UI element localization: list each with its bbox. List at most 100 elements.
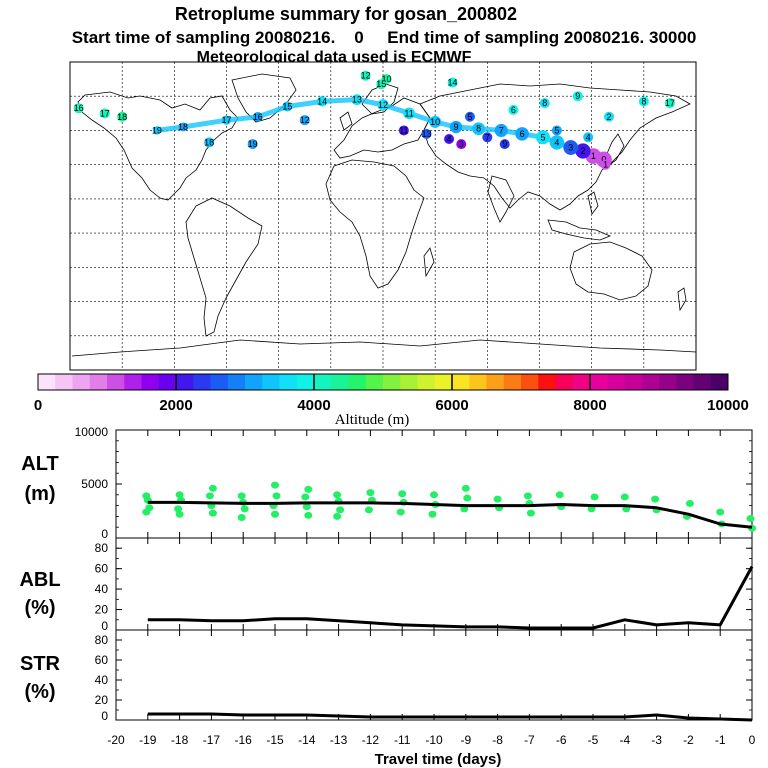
y-tick-label: 0 bbox=[101, 709, 108, 723]
x-tick-label: -10 bbox=[425, 733, 443, 747]
x-tick-label: -12 bbox=[362, 733, 380, 747]
colorbar-cell bbox=[521, 374, 539, 390]
x-tick-label: 0 bbox=[749, 733, 756, 747]
plume-marker bbox=[482, 132, 493, 143]
colorbar-cell bbox=[417, 374, 436, 390]
str-panel: 80 60 40 20 0 STR (%) bbox=[20, 629, 753, 723]
plume-marker bbox=[499, 139, 510, 150]
alt-scatter-point bbox=[237, 513, 246, 521]
alt-scatter-point bbox=[271, 510, 279, 518]
y-axis-label: (%) bbox=[24, 681, 55, 703]
y-tick-label: 60 bbox=[95, 653, 109, 667]
plume-marker-label: 1 bbox=[591, 151, 596, 161]
plume-marker bbox=[221, 115, 232, 125]
coast-south-america bbox=[185, 197, 263, 337]
coast-north-america bbox=[77, 91, 239, 201]
alt-scatter-point bbox=[272, 492, 281, 500]
colorbar-cell bbox=[193, 374, 211, 390]
alt-scatter-point bbox=[523, 492, 532, 500]
y-tick-label: 40 bbox=[95, 582, 109, 596]
x-tick-label: -7 bbox=[524, 733, 535, 747]
plume-marker-label: 2 bbox=[580, 146, 585, 156]
colorbar-cell bbox=[486, 374, 505, 390]
plume-marker-label: 4 bbox=[586, 132, 591, 142]
alt-scatter-point bbox=[240, 505, 249, 513]
y-axis-label: ABL bbox=[19, 569, 60, 591]
plume-marker-label: 8 bbox=[542, 98, 547, 108]
y-axis-label: (%) bbox=[24, 597, 55, 619]
plume-marker bbox=[247, 139, 258, 150]
colorbar-cell bbox=[555, 374, 574, 390]
colorbar-tick-label: 4000 bbox=[297, 397, 330, 414]
plume-marker-label: 7 bbox=[499, 125, 504, 135]
plume-marker bbox=[351, 94, 363, 106]
coast-asia bbox=[419, 83, 691, 211]
alt-scatter-point bbox=[333, 512, 342, 520]
panel-frame bbox=[115, 629, 753, 721]
altitude-colorbar: 0 2000 4000 6000 8000 10000 Altitude (m) bbox=[34, 373, 749, 428]
x-tick-label: -13 bbox=[330, 733, 348, 747]
plume-marker-label: 2 bbox=[607, 112, 612, 122]
alt-scatter-point bbox=[271, 481, 279, 489]
plume-marker-label: 17 bbox=[221, 115, 231, 125]
coast-antarctica bbox=[71, 339, 697, 357]
plume-marker bbox=[429, 115, 442, 128]
colorbar-cell bbox=[245, 374, 263, 390]
plume-marker-label: 6 bbox=[520, 129, 525, 139]
plume-marker bbox=[572, 91, 583, 102]
coast-scandinavia bbox=[361, 83, 399, 115]
plume-marker-label: 3 bbox=[568, 143, 573, 153]
x-tick-label: -2 bbox=[683, 733, 694, 747]
x-tick-label: -18 bbox=[171, 733, 189, 747]
plume-marker bbox=[447, 77, 458, 88]
plume-marker bbox=[472, 122, 486, 136]
x-tick-label: -3 bbox=[651, 733, 662, 747]
plume-marker bbox=[282, 101, 293, 112]
x-axis-label: Travel time (days) bbox=[375, 751, 502, 768]
colorbar-cell bbox=[710, 374, 729, 390]
coast-africa bbox=[325, 159, 425, 289]
plume-marker bbox=[494, 123, 508, 138]
plume-marker bbox=[575, 143, 591, 159]
colorbar-cell bbox=[296, 374, 315, 390]
y-tick-label: 40 bbox=[95, 673, 109, 687]
alt-scatter-point bbox=[716, 508, 725, 516]
alt-scatter-point bbox=[237, 492, 246, 500]
colorbar-cell bbox=[590, 374, 608, 390]
y-tick-label: 0 bbox=[101, 619, 108, 633]
colorbar-tick-label: 2000 bbox=[159, 397, 192, 414]
plume-marker-label: 15 bbox=[282, 101, 292, 111]
alt-scatter-point bbox=[396, 508, 405, 516]
plume-marker bbox=[638, 96, 649, 107]
colorbar-cell bbox=[469, 374, 487, 390]
sampling-time-line: Start time of sampling 20080216. 0 End t… bbox=[72, 28, 697, 47]
colorbar-cell bbox=[365, 374, 384, 390]
colorbar-cell bbox=[158, 374, 177, 390]
plume-marker bbox=[456, 139, 467, 150]
plume-marker-label: 11 bbox=[404, 108, 413, 118]
x-tick-label: -19 bbox=[139, 733, 157, 747]
coast-new-zealand bbox=[677, 287, 687, 312]
plume-marker bbox=[539, 98, 550, 109]
colorbar-cell bbox=[383, 374, 401, 390]
y-tick-label: 0 bbox=[101, 527, 108, 541]
y-tick-label: 60 bbox=[95, 562, 109, 576]
x-tick-label: -4 bbox=[619, 733, 630, 747]
x-tick-label: -16 bbox=[235, 733, 253, 747]
plume-marker-label: 16 bbox=[74, 103, 84, 113]
plume-marker-label: 1 bbox=[603, 160, 608, 170]
alt-panel: 10000 5000 0 ALT (m) bbox=[21, 425, 756, 541]
chart-title: Retroplume summary for gosan_200802 bbox=[175, 4, 517, 24]
alt-scatter-point bbox=[336, 506, 345, 514]
colorbar-cell bbox=[141, 374, 160, 390]
alt-scatter-point bbox=[526, 509, 535, 517]
y-axis-label: STR bbox=[20, 653, 61, 675]
x-tick-label: -11 bbox=[394, 733, 411, 747]
colorbar-cell bbox=[641, 374, 660, 390]
alt-scatter-point bbox=[205, 492, 214, 500]
plume-marker-label: 9 bbox=[575, 91, 580, 101]
abl-panel: 80 60 40 20 0 ABL (%) bbox=[19, 537, 754, 633]
plume-marker-label: 9 bbox=[454, 122, 459, 132]
plume-marker-label: 12 bbox=[378, 100, 388, 110]
